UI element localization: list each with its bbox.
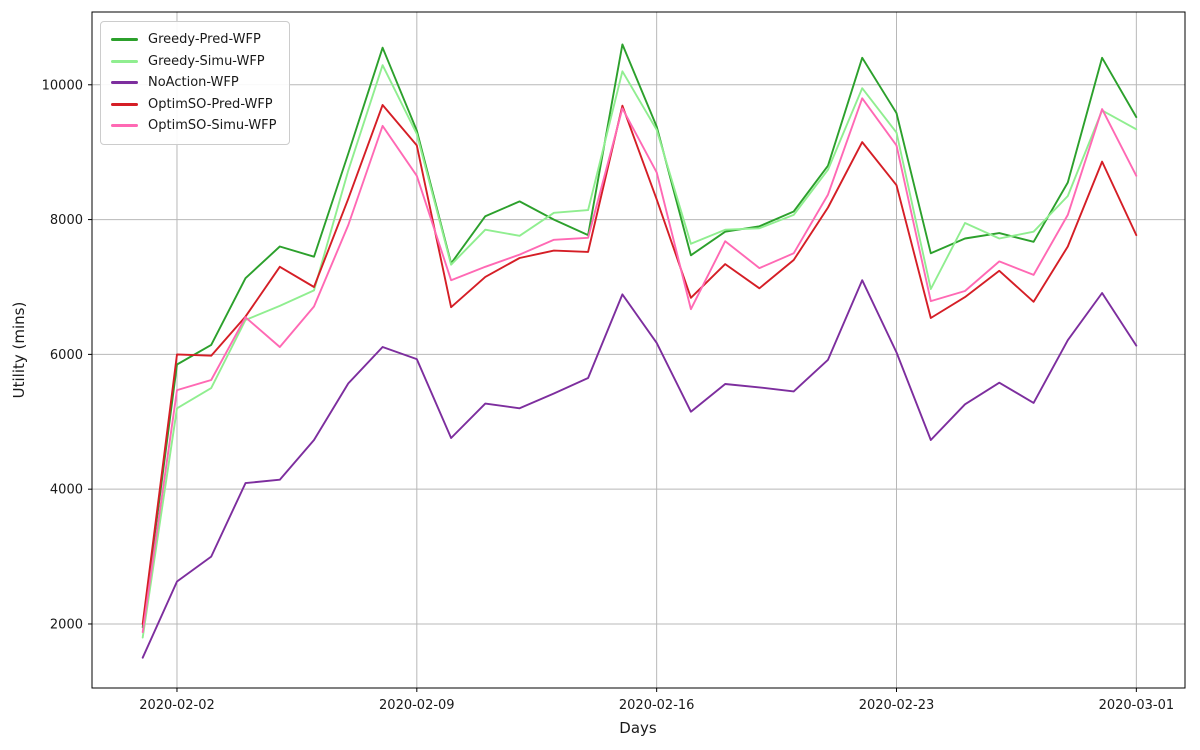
legend-label: NoAction-WFP	[148, 75, 239, 91]
legend-label: OptimSO-Simu-WFP	[148, 118, 277, 134]
x-tick-label: 2020-02-23	[859, 698, 935, 713]
legend-line-swatch	[111, 124, 138, 128]
legend-line-swatch	[111, 102, 138, 106]
legend-item-noaction-wfp: NoAction-WFP	[111, 72, 277, 94]
legend-label: Greedy-Pred-WFP	[148, 32, 261, 48]
y-tick-label: 4000	[50, 483, 83, 498]
x-tick-label: 2020-03-01	[1099, 698, 1175, 713]
series-line-optimso-simu-wfp	[141, 97, 1138, 634]
legend-item-optimso-simu-wfp: OptimSO-Simu-WFP	[111, 115, 277, 137]
x-tick-label: 2020-02-02	[139, 698, 215, 713]
legend-item-optimso-pred-wfp: OptimSO-Pred-WFP	[111, 94, 277, 116]
y-tick-label: 10000	[42, 78, 83, 93]
y-tick-label: 6000	[50, 348, 83, 363]
legend-line-swatch	[111, 81, 138, 85]
series-line-noaction-wfp	[141, 279, 1138, 659]
x-tick-label: 2020-02-16	[619, 698, 695, 713]
series-line-greedy-pred-wfp	[141, 43, 1138, 629]
tick-layer: 2020-02-02 2020-02-09 2020-02-16 2020-02-23…	[42, 78, 1174, 713]
legend-item-greedy-simu-wfp: Greedy-Simu-WFP	[111, 51, 277, 73]
x-tick-label: 2020-02-09	[379, 698, 455, 713]
series-layer	[141, 43, 1138, 659]
legend-item-greedy-pred-wfp: Greedy-Pred-WFP	[111, 29, 277, 51]
y-tick-label: 8000	[50, 213, 83, 228]
x-axis-title: Days	[619, 719, 657, 737]
legend-line-swatch	[111, 38, 138, 42]
y-tick-label: 2000	[50, 617, 83, 632]
legend-label: Greedy-Simu-WFP	[148, 53, 265, 69]
legend-line-swatch	[111, 59, 138, 63]
series-line-optimso-pred-wfp	[141, 104, 1138, 625]
y-axis-title: Utility (mins)	[10, 302, 28, 399]
plot-frame	[91, 11, 1186, 689]
legend-label: OptimSO-Pred-WFP	[148, 96, 273, 112]
series-line-greedy-simu-wfp	[141, 64, 1138, 639]
legend: Greedy-Pred-WFP Greedy-Simu-WFP NoAction-W…	[100, 21, 290, 145]
